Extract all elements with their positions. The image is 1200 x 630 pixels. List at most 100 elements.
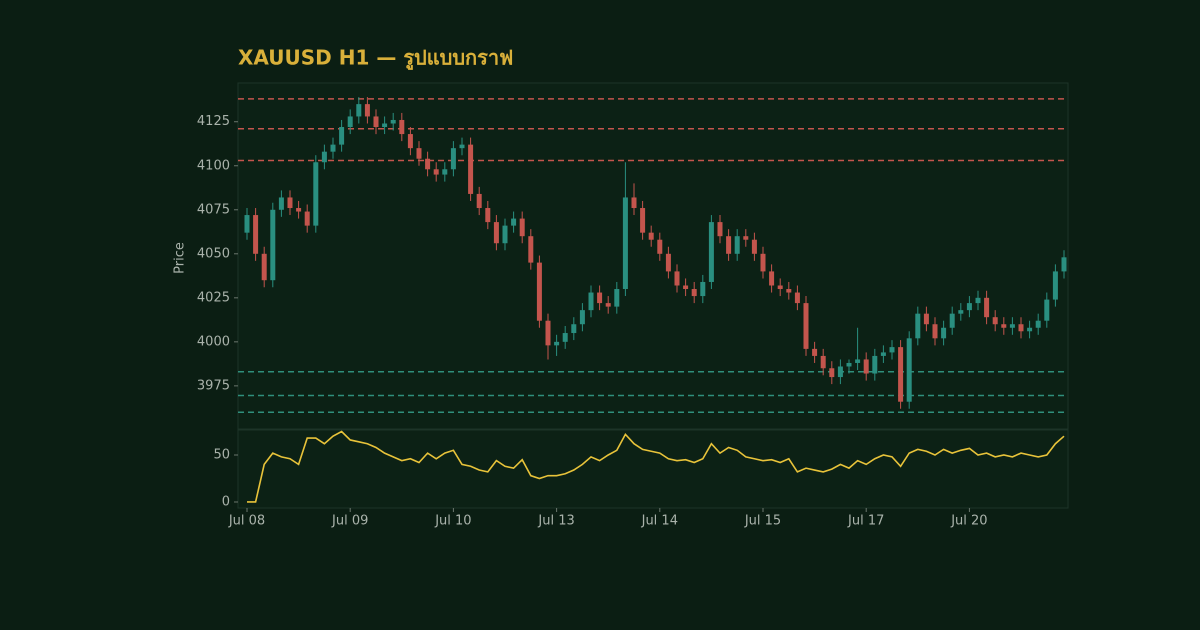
candle-body (536, 262, 542, 321)
candle-body (640, 208, 646, 233)
candle-body (1061, 257, 1067, 272)
y-tick-label: 3975 (197, 378, 230, 393)
candle-body (502, 225, 508, 244)
y-tick-label: 0 (222, 494, 230, 509)
candle-body (588, 292, 594, 311)
candle-body (296, 208, 302, 212)
candle-body (347, 116, 353, 128)
candle-body (287, 197, 293, 209)
candle-body (519, 218, 525, 237)
candle-body (468, 144, 474, 194)
candle-body (812, 348, 818, 356)
candle-body (898, 347, 904, 402)
candle-body (932, 324, 938, 339)
candle-body (373, 116, 379, 128)
candle-body (425, 158, 431, 170)
candle-body (657, 239, 663, 254)
chart-title: XAUUSD H1 — รูปแบบกราฟ (238, 46, 513, 72)
candle-body (949, 313, 955, 328)
candle-body (459, 144, 465, 149)
candle-body (511, 218, 517, 226)
y-tick-label: 4100 (197, 158, 230, 173)
x-tick-label: Jul 17 (847, 514, 884, 529)
candle-body (786, 289, 792, 293)
candle-body (339, 127, 345, 145)
candle-body (485, 208, 491, 223)
candle-body (493, 222, 499, 244)
candle-body (364, 104, 370, 117)
candle-body (528, 236, 534, 263)
candle-body (992, 317, 998, 325)
candle-body (863, 359, 869, 374)
candle-body (1044, 299, 1050, 321)
candle-body (665, 253, 671, 272)
y-tick-label: 50 (213, 447, 230, 462)
candle-body (958, 310, 964, 314)
y-tick-label: 4050 (197, 246, 230, 261)
candle-body (382, 123, 388, 128)
x-tick-label: Jul 13 (537, 514, 574, 529)
candle-body (244, 215, 250, 233)
candle-body (726, 236, 732, 254)
candle-body (442, 169, 448, 175)
candle-body (330, 144, 336, 152)
indicator-line (247, 430, 1065, 503)
candle-body (450, 148, 456, 170)
candle-body (700, 281, 706, 297)
candle-body (356, 104, 362, 117)
candle-body (975, 297, 981, 304)
x-tick-label: Jul 08 (228, 514, 265, 529)
x-tick-label: Jul 09 (331, 514, 368, 529)
candle-body (571, 324, 577, 334)
candle-body (794, 292, 800, 304)
y-tick-label: 4075 (197, 202, 230, 217)
candle-body (390, 119, 396, 124)
candle-body (433, 169, 439, 175)
y-axis-label: Price (173, 242, 188, 274)
candle-body (708, 222, 714, 282)
candle-body (1001, 324, 1007, 328)
candle-body (622, 197, 628, 290)
price-panel (237, 82, 1069, 430)
candle-body (1035, 320, 1041, 328)
candle-body (880, 352, 886, 356)
candle-body (751, 239, 757, 254)
candle-body (855, 359, 861, 363)
y-tick-label: 4000 (197, 334, 230, 349)
candle-body (261, 253, 267, 281)
candle-body (545, 320, 551, 346)
candle-body (691, 289, 697, 297)
candle-body (304, 211, 310, 226)
candle-body (984, 297, 990, 318)
candle-body (407, 134, 413, 149)
candle-body (562, 333, 568, 342)
candle-body (1018, 324, 1024, 332)
y-tick-label: 4025 (197, 290, 230, 305)
candle-body (579, 310, 585, 325)
candle-body (846, 362, 852, 367)
x-tick-label: Jul 15 (744, 514, 781, 529)
candle-body (648, 232, 654, 240)
candle-body (605, 303, 611, 307)
x-tick-label: Jul 20 (950, 514, 987, 529)
candle-body (399, 119, 405, 135)
candle-body (313, 162, 319, 226)
candle-body (760, 253, 766, 272)
candle-body (278, 197, 284, 210)
candle-body (717, 222, 723, 237)
candle-body (889, 347, 895, 353)
candle-body (631, 197, 637, 209)
candle-body (820, 355, 826, 369)
candle-body (777, 285, 783, 290)
candle-body (321, 151, 327, 163)
candle-body (253, 215, 259, 254)
candle-body (769, 271, 775, 286)
candle-body (906, 338, 912, 402)
indicator-panel (237, 429, 1069, 509)
candle-body (554, 341, 560, 346)
candle-body (416, 148, 422, 159)
candle-body (923, 313, 929, 325)
candle-body (476, 193, 482, 209)
candle-body (683, 285, 689, 290)
